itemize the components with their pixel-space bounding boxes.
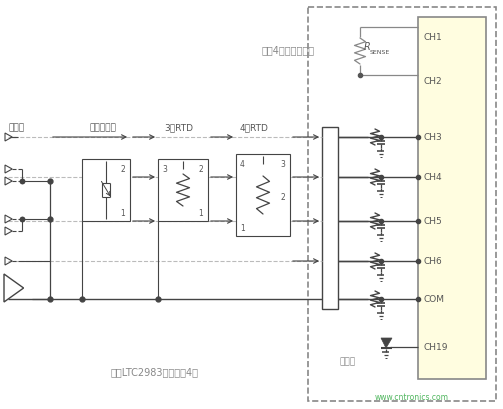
Text: 每个LTC2983连接多达4组: 每个LTC2983连接多达4组 bbox=[111, 366, 199, 376]
Bar bbox=[82, 160, 130, 221]
Text: 热电偶: 热电偶 bbox=[8, 123, 24, 132]
Text: CH19: CH19 bbox=[424, 343, 449, 352]
Text: CH3: CH3 bbox=[424, 133, 443, 142]
Text: CH4: CH4 bbox=[424, 173, 443, 182]
Text: 1: 1 bbox=[240, 223, 245, 232]
Text: SENSE: SENSE bbox=[370, 50, 390, 55]
Bar bbox=[308, 8, 496, 401]
Text: 3: 3 bbox=[162, 164, 167, 173]
Text: 2: 2 bbox=[280, 193, 285, 202]
Text: 2: 2 bbox=[198, 164, 203, 173]
Text: 1: 1 bbox=[198, 209, 203, 218]
Bar bbox=[158, 160, 208, 221]
Text: CH2: CH2 bbox=[424, 77, 443, 86]
Bar bbox=[322, 128, 338, 309]
Text: 4线RTD: 4线RTD bbox=[240, 123, 269, 132]
Text: 冷接点: 冷接点 bbox=[340, 357, 356, 366]
Text: R: R bbox=[364, 42, 371, 52]
Text: 2: 2 bbox=[120, 164, 125, 173]
Polygon shape bbox=[381, 338, 392, 348]
Text: 所有4组传感器共用: 所有4组传感器共用 bbox=[262, 45, 314, 55]
Text: COM: COM bbox=[424, 295, 445, 304]
Text: 1: 1 bbox=[120, 209, 125, 218]
Text: 3线RTD: 3线RTD bbox=[164, 123, 193, 132]
Text: 3: 3 bbox=[280, 160, 285, 169]
Text: www.cntronics.com: www.cntronics.com bbox=[375, 392, 449, 401]
Bar bbox=[236, 155, 290, 236]
Text: CH5: CH5 bbox=[424, 217, 443, 226]
Text: CH6: CH6 bbox=[424, 257, 443, 266]
Bar bbox=[418, 18, 486, 379]
Text: 4: 4 bbox=[240, 160, 245, 169]
Text: CH1: CH1 bbox=[424, 34, 443, 43]
Text: 热敏电阻器: 热敏电阻器 bbox=[90, 123, 117, 132]
